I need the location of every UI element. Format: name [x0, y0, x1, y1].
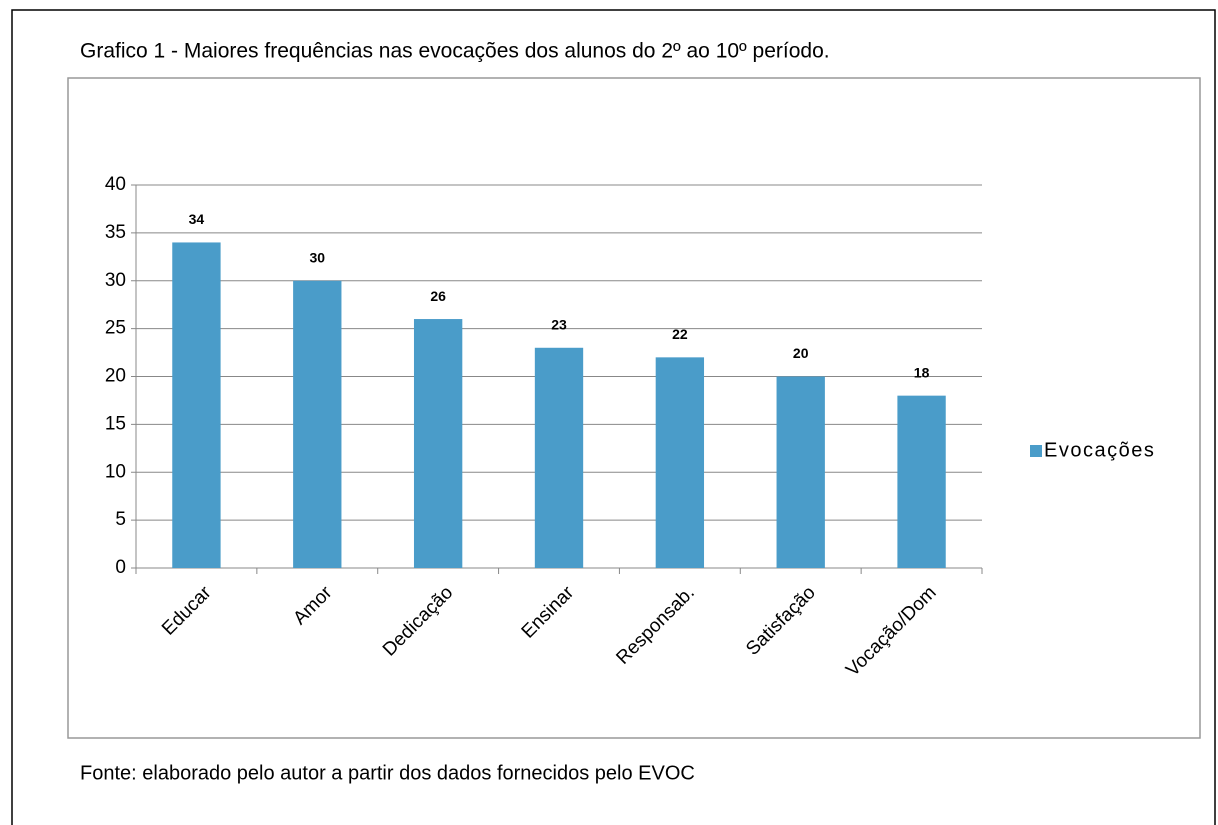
data-label: 22	[672, 326, 688, 342]
data-label: 23	[551, 316, 567, 332]
data-label: 26	[430, 288, 446, 304]
y-tick-label: 5	[115, 509, 126, 530]
bar	[776, 376, 825, 568]
y-tick-label: 20	[105, 366, 126, 387]
bar	[534, 347, 584, 568]
y-tick-label: 10	[105, 461, 126, 482]
chart-area	[67, 77, 1201, 739]
data-label: 34	[189, 211, 205, 227]
bar	[897, 395, 946, 568]
y-tick-label: 30	[105, 270, 126, 291]
data-label: 18	[914, 364, 930, 380]
bar	[172, 242, 221, 568]
bar	[413, 319, 463, 568]
data-label: 20	[793, 345, 809, 361]
source-note: Fonte: elaborado pelo autor a partir dos…	[80, 762, 695, 784]
y-tick-label: 40	[105, 174, 126, 195]
data-label: 30	[309, 249, 325, 265]
bar	[655, 357, 705, 568]
chart-title: Grafico 1 - Maiores frequências nas evoc…	[80, 40, 830, 63]
legend-label: Evocações	[1044, 439, 1155, 461]
y-tick-label: 25	[105, 318, 126, 339]
legend-swatch	[1030, 445, 1042, 457]
bar	[293, 280, 342, 568]
y-tick-label: 15	[105, 413, 126, 434]
y-tick-label: 0	[115, 557, 126, 578]
y-tick-label: 35	[105, 222, 126, 243]
